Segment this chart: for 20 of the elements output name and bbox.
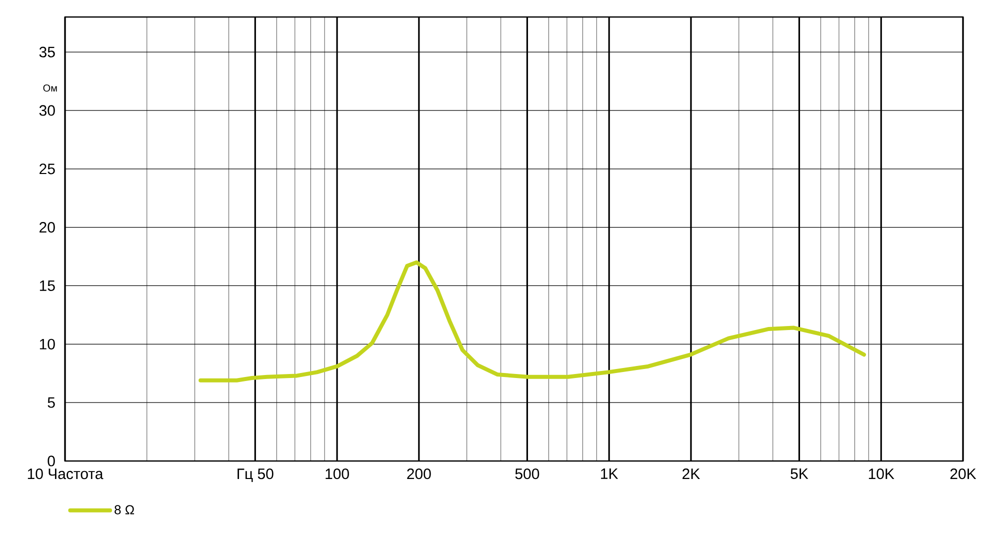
x-tick-label: Гц 50 [238,468,274,482]
x-tick-label: 20K [950,468,976,480]
x-tick-label: 5K [790,468,808,479]
x-tick-label: 200 [407,468,431,480]
x-tick-label: 100 [326,468,349,480]
y-tick-label: 35 [39,46,55,58]
x-tick-label: 10 Частота [28,468,104,480]
y-tick-label: 30 [39,105,55,116]
y-tick-label: 15 [40,280,55,291]
x-tick-label: 10K [868,468,894,480]
y-axis-title: Ом [43,84,57,92]
y-tick-label: 0 [48,456,55,466]
x-tick-label: 1K [601,468,618,479]
y-tick-label: 10 [40,338,55,350]
x-tick-label: 500 [515,468,540,480]
y-tick-label: 5 [48,397,55,408]
y-tick-label: 25 [40,164,55,174]
legend-label: 8 Ω [114,505,134,514]
x-tick-label: 2K [682,468,700,479]
y-tick-label: 20 [40,222,55,233]
